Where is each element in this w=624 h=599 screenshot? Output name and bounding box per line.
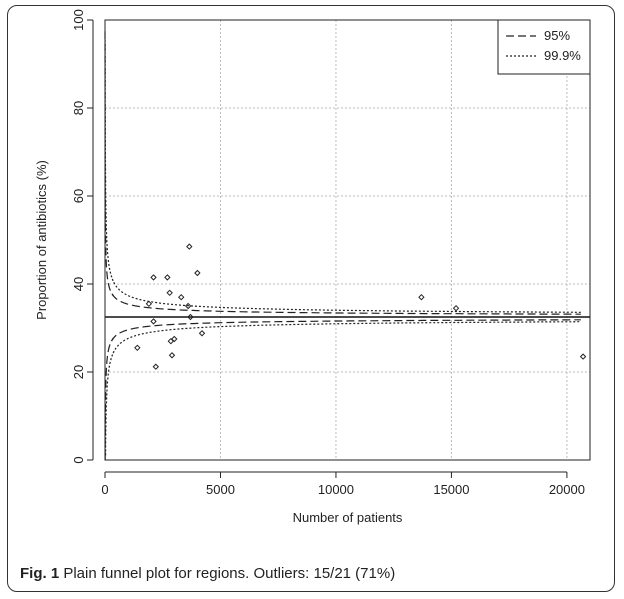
data-points: [134, 243, 587, 370]
funnel-lower-95%: [104, 319, 581, 460]
data-point: [187, 313, 194, 321]
funnel-plot: 0 5000 10000 15000 20000 0 20 40 60 80 100 Number…: [34, 9, 591, 525]
x-tick-label: 5000: [206, 482, 235, 497]
data-point: [452, 304, 460, 312]
data-point: [145, 300, 153, 308]
x-axis: 0 5000 10000 15000 20000: [101, 471, 585, 497]
data-point: [150, 274, 157, 281]
data-point: [579, 353, 587, 360]
data-point: [166, 289, 173, 297]
data-point: [194, 269, 201, 277]
y-axis-label: Proportion of antibiotics (%): [34, 160, 49, 320]
plot-area-border: [104, 19, 591, 461]
y-tick-label: 80: [71, 101, 86, 115]
data-point: [168, 352, 176, 359]
data-point: [198, 330, 206, 337]
y-tick-label: 40: [71, 277, 86, 291]
caption-text: Plain funnel plot for regions. Outliers:…: [63, 565, 396, 582]
data-point: [184, 302, 192, 310]
y-tick-label: 60: [71, 189, 86, 203]
y-tick-label: 100: [71, 9, 86, 31]
funnel-upper-95%: [104, 31, 581, 315]
funnel-limits: [104, 31, 581, 460]
data-point: [178, 293, 185, 301]
legend-label: 95%: [544, 28, 570, 43]
legend-label: 99.9%: [544, 48, 581, 63]
data-point: [164, 274, 171, 281]
data-point: [186, 243, 193, 250]
x-tick-label: 10000: [318, 482, 354, 497]
figure-caption: Fig. 1 Plain funnel plot for regions. Ou…: [20, 565, 610, 587]
data-point: [134, 344, 141, 352]
x-tick-label: 15000: [433, 482, 469, 497]
caption-fig-label: Fig. 1: [20, 565, 60, 582]
legend-box: [497, 19, 591, 75]
data-point: [150, 318, 157, 325]
funnel-lower-99.9%: [105, 321, 581, 456]
figure-frame: [7, 5, 615, 592]
funnel-upper-99.9%: [104, 40, 581, 313]
y-tick-label: 20: [71, 365, 86, 379]
legend: 95% 99.9%: [497, 19, 591, 75]
x-axis-label: Number of patients: [293, 510, 403, 525]
x-tick-label: 20000: [549, 482, 585, 497]
data-point: [152, 363, 160, 370]
y-axis: 0 20 40 60 80 100: [71, 9, 94, 464]
data-point: [418, 293, 425, 301]
grid: [104, 19, 590, 461]
y-tick-label: 0: [71, 456, 86, 463]
data-point: [171, 335, 178, 343]
x-tick-label: 0: [101, 482, 108, 497]
